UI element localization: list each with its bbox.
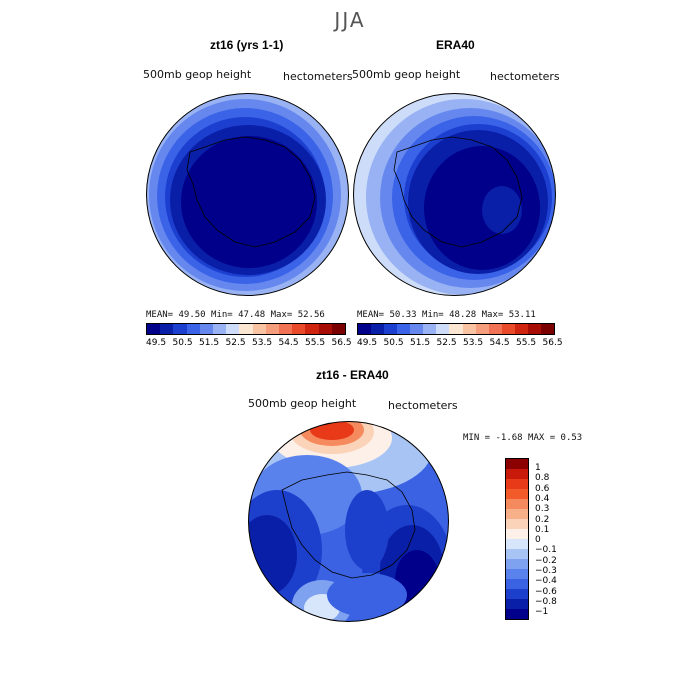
colorbar-swatch [331,324,346,334]
colorbar-tick-label: −0.2 [535,555,557,566]
colorbar-swatch [506,559,528,569]
right-colorbar [357,323,555,335]
left-polar-map [146,93,349,296]
colorbar-tick-label: −0.6 [535,586,557,597]
colorbar-swatch [506,599,528,609]
colorbar-swatch [506,519,528,529]
colorbar-tick-label: 53.5 [252,338,273,348]
colorbar-swatch [506,459,528,469]
colorbar-swatch [506,569,528,579]
left-panel-title: zt16 (yrs 1-1) [210,38,284,52]
right-polar-map [353,93,556,296]
diff-polar-map [248,421,449,622]
colorbar-tick-label: 56.5 [331,338,352,348]
colorbar-swatch [506,609,528,619]
colorbar-swatch [371,324,385,334]
diff-panel-title: zt16 - ERA40 [316,368,389,382]
main-title: JJA [334,8,366,32]
colorbar-swatch [506,539,528,549]
colorbar-tick-label: 54.5 [278,338,299,348]
colorbar-swatch [384,324,398,334]
colorbar-swatch [506,589,528,599]
colorbar-swatch [186,324,200,334]
colorbar-tick-label: −1 [535,607,549,618]
colorbar-swatch [147,324,161,334]
diff-colorbar [505,458,529,620]
colorbar-swatch [506,549,528,559]
colorbar-tick-label: 1 [535,463,541,473]
colorbar-swatch [226,324,240,334]
left-panel-field: 500mb geop height [143,68,252,81]
colorbar-swatch [506,579,528,589]
colorbar-swatch [506,469,528,479]
colorbar-swatch [506,489,528,499]
colorbar-swatch [488,324,502,334]
diff-panel-field: 500mb geop height [248,397,357,410]
right-panel-title: ERA40 [436,38,475,52]
colorbar-swatch [506,479,528,489]
right-panel-units: hectometers [490,70,560,83]
colorbar-tick-label: 49.5 [146,338,167,348]
colorbar-swatch [475,324,489,334]
colorbar-tick-label: 52.5 [225,338,246,348]
colorbar-tick-label: 0.3 [535,504,550,515]
colorbar-tick-label: 0.1 [535,524,550,535]
colorbar-tick-label: 54.5 [489,338,510,348]
antarctica-coastline [393,136,523,248]
colorbar-swatch [506,499,528,509]
diff-panel-units: hectometers [388,399,458,412]
colorbar-tick-label: 51.5 [199,338,220,348]
colorbar-tick-label: 55.5 [516,338,537,348]
colorbar-tick-label: −0.4 [535,576,557,587]
colorbar-swatch [527,324,541,334]
colorbar-tick-label: −0.3 [535,566,557,576]
colorbar-swatch [358,324,372,334]
colorbar-swatch [501,324,515,334]
colorbar-tick-label: 0.8 [535,473,550,484]
colorbar-tick-label: 53.5 [463,338,484,348]
colorbar-tick-label: 55.5 [305,338,326,348]
colorbar-swatch [506,529,528,539]
antarctica-coastline [186,136,316,248]
colorbar-swatch [397,324,411,334]
colorbar-swatch [506,509,528,519]
colorbar-swatch [239,324,253,334]
colorbar-tick-label: 51.5 [410,338,431,348]
colorbar-swatch [318,324,332,334]
right-panel-field: 500mb geop height [352,68,461,81]
colorbar-swatch [213,324,227,334]
right-panel-stats: MEAN= 50.33 Min= 48.28 Max= 53.11 [357,310,536,320]
left-colorbar [146,323,346,335]
colorbar-swatch [514,324,528,334]
colorbar-swatch [173,324,187,334]
colorbar-swatch [199,324,214,334]
colorbar-tick-label: 56.5 [542,338,563,348]
colorbar-swatch [292,324,306,334]
colorbar-swatch [410,324,424,334]
antarctica-coastline [281,471,416,579]
colorbar-tick-label: 52.5 [436,338,457,348]
colorbar-tick-label: 49.5 [357,338,378,348]
colorbar-tick-label: 0.2 [535,514,550,525]
colorbar-swatch [252,324,266,334]
colorbar-swatch [436,324,450,334]
colorbar-tick-label: 0 [535,535,541,546]
colorbar-swatch [160,324,174,334]
left-panel-stats: MEAN= 49.50 Min= 47.48 Max= 52.56 [146,310,325,320]
colorbar-tick-label: −0.1 [535,545,557,556]
colorbar-tick-label: 0.4 [535,493,550,504]
colorbar-swatch [540,324,554,334]
colorbar-swatch [449,324,463,334]
colorbar-tick-label: 50.5 [383,338,404,348]
diff-panel-stats: MIN = -1.68 MAX = 0.53 [463,433,583,443]
colorbar-swatch [462,324,476,334]
colorbar-swatch [265,324,280,334]
colorbar-tick-label: −0.8 [535,596,557,607]
colorbar-swatch [423,324,437,334]
colorbar-swatch [305,324,319,334]
colorbar-swatch [279,324,293,334]
left-panel-units: hectometers [283,70,353,83]
colorbar-tick-label: 0.6 [535,483,550,494]
colorbar-tick-label: 50.5 [172,338,193,348]
